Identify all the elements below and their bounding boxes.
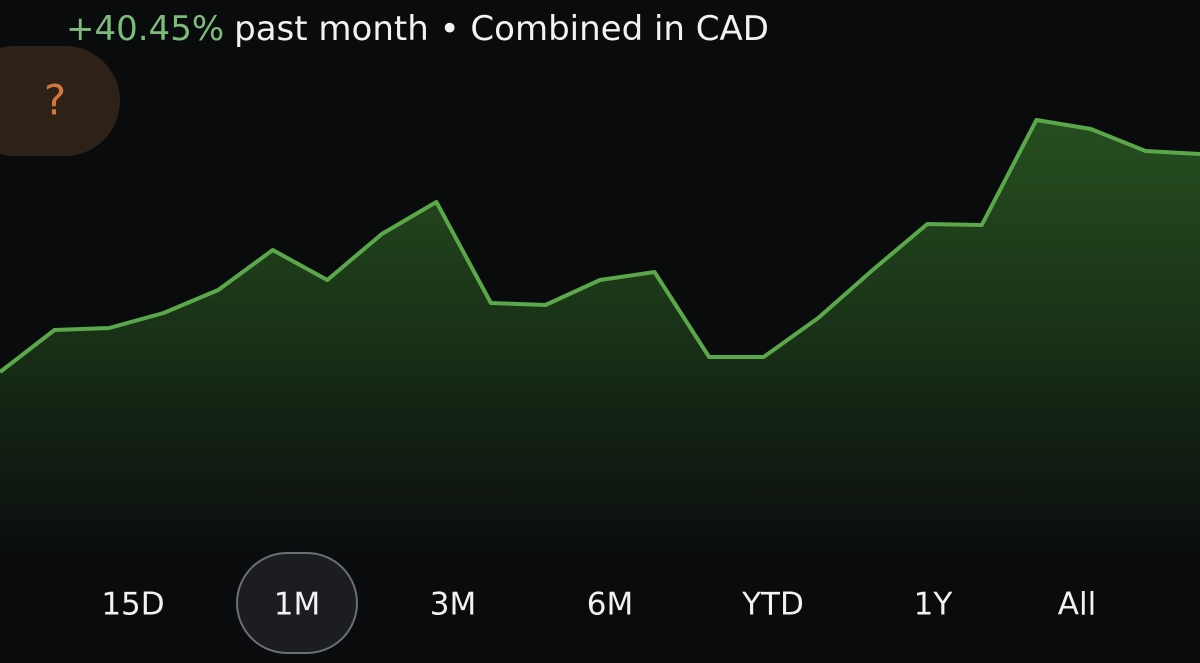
range-label: YTD	[741, 587, 804, 623]
range-button[interactable]: YTD	[741, 587, 804, 623]
header-subtitle: past month • Combined in CAD	[234, 9, 769, 49]
range-button[interactable]: 3M	[430, 587, 476, 623]
range-label: All	[1058, 587, 1096, 623]
header: +40.45% past month • Combined in CAD	[66, 9, 769, 49]
selected-indicator	[236, 552, 358, 654]
range-label: 1M	[274, 587, 320, 623]
range-label: 15D	[101, 587, 164, 623]
range-label: 6M	[587, 587, 633, 623]
range-button[interactable]: All	[1058, 587, 1096, 623]
range-button[interactable]: 1Y	[914, 587, 953, 623]
area-line	[0, 118, 1200, 374]
range-button[interactable]: 1M	[236, 552, 358, 654]
area-fill	[0, 120, 1200, 560]
range-buttons: 15D 1M 3M 6M YTD 1Y All	[101, 552, 1096, 654]
range-button[interactable]: 6M	[587, 587, 633, 623]
help-button[interactable]: ?	[0, 46, 120, 156]
chart	[0, 118, 1200, 560]
range-label: 3M	[430, 587, 476, 623]
range-label: 1Y	[914, 587, 953, 623]
range-button[interactable]: 15D	[101, 587, 164, 623]
help-icon: ?	[44, 76, 66, 125]
change-percent: +40.45%	[66, 9, 224, 49]
help-pill	[0, 46, 120, 156]
